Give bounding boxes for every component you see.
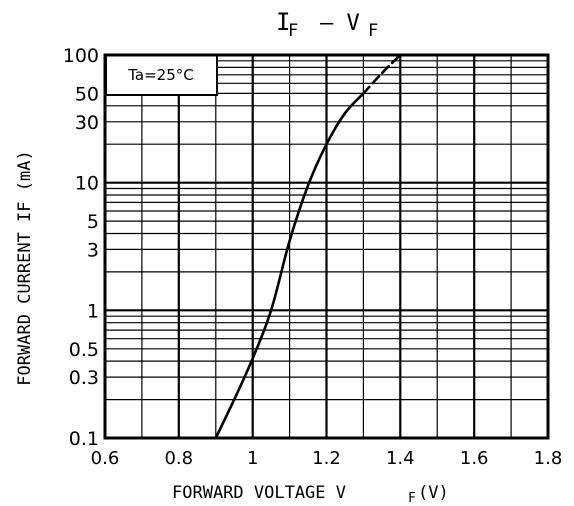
x-tick-label: 1.6: [460, 448, 489, 469]
x-tick-label: 1.2: [312, 448, 341, 469]
y-tick-labels: 0.1 0.3 0.5 1 3 5 10 30 50 100: [63, 45, 99, 450]
y-tick-label: 1: [87, 300, 99, 322]
y-tick-label: 5: [87, 211, 99, 233]
y-tick-label: 10: [75, 173, 99, 195]
x-tick-label: 0.8: [164, 448, 193, 469]
title-main: I: [276, 8, 290, 36]
major-gridlines: [105, 55, 548, 438]
xlabel-unit: (V): [418, 483, 449, 503]
y-tick-label: 0.5: [69, 339, 99, 361]
plot-frame: [103, 53, 550, 440]
annotation-frame: [105, 54, 218, 96]
x-tick-label: 1.4: [386, 448, 415, 469]
y-axis-label: FORWARD CURRENT IF (mA): [15, 150, 35, 385]
y-tick-label: 0.3: [69, 367, 99, 389]
x-axis-label: FORWARD VOLTAGE V F (V): [172, 483, 449, 506]
curve-dashed-segment: [362, 53, 402, 95]
y-tick-label: 100: [63, 45, 99, 67]
y-tick-label: 30: [75, 112, 99, 134]
x-tick-labels: 0.6 0.8 1 1.2 1.4 1.6 1.8: [91, 448, 563, 469]
y-tick-label: 50: [75, 83, 99, 105]
x-tick-label: 1.8: [534, 448, 563, 469]
title-dash: – V: [320, 11, 360, 36]
iv-curves: [214, 53, 402, 440]
title-sub2: F: [368, 21, 378, 41]
annotation-box: Ta=25°C: [105, 54, 218, 96]
xlabel-main: FORWARD VOLTAGE V: [172, 483, 346, 503]
xlabel-sub: F: [408, 491, 416, 506]
curve-solid-segment: [214, 92, 365, 440]
y-tick-label: 0.1: [69, 428, 99, 450]
title-sub1: F: [288, 21, 298, 41]
annotation-text: Ta=25°C: [127, 66, 194, 84]
chart-title: I F – V F: [276, 8, 378, 41]
x-tick-label: 0.6: [91, 448, 120, 469]
y-tick-label: 3: [87, 239, 99, 261]
x-tick-label: 1: [247, 448, 258, 469]
